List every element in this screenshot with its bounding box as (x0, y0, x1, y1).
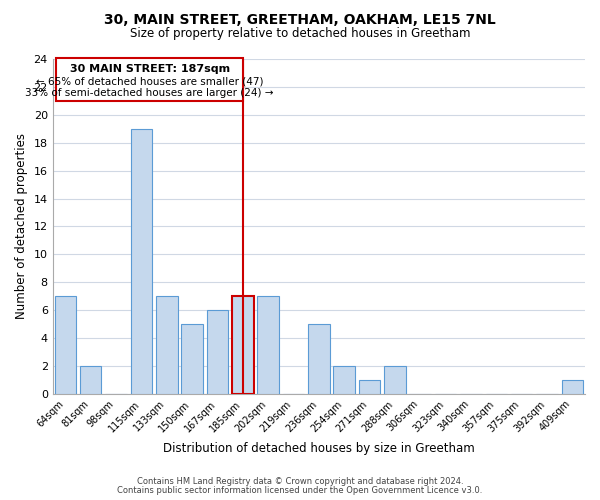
FancyBboxPatch shape (56, 58, 243, 101)
Text: Contains HM Land Registry data © Crown copyright and database right 2024.: Contains HM Land Registry data © Crown c… (137, 477, 463, 486)
Bar (55, 296, 76, 394)
Bar (308, 324, 329, 394)
Bar (359, 380, 380, 394)
Text: 33% of semi-detached houses are larger (24) →: 33% of semi-detached houses are larger (… (25, 88, 274, 98)
Bar (562, 380, 583, 394)
Text: Contains public sector information licensed under the Open Government Licence v3: Contains public sector information licen… (118, 486, 482, 495)
Bar (257, 296, 279, 394)
Text: ← 65% of detached houses are smaller (47): ← 65% of detached houses are smaller (47… (36, 76, 263, 86)
Text: Size of property relative to detached houses in Greetham: Size of property relative to detached ho… (130, 28, 470, 40)
Bar (156, 296, 178, 394)
Text: 30, MAIN STREET, GREETHAM, OAKHAM, LE15 7NL: 30, MAIN STREET, GREETHAM, OAKHAM, LE15 … (104, 12, 496, 26)
X-axis label: Distribution of detached houses by size in Greetham: Distribution of detached houses by size … (163, 442, 475, 455)
Bar (131, 129, 152, 394)
Bar (181, 324, 203, 394)
Bar (206, 310, 228, 394)
Bar (384, 366, 406, 394)
Bar (80, 366, 101, 394)
Bar (334, 366, 355, 394)
Y-axis label: Number of detached properties: Number of detached properties (15, 134, 28, 320)
Bar (232, 296, 254, 394)
Text: 30 MAIN STREET: 187sqm: 30 MAIN STREET: 187sqm (70, 64, 230, 74)
